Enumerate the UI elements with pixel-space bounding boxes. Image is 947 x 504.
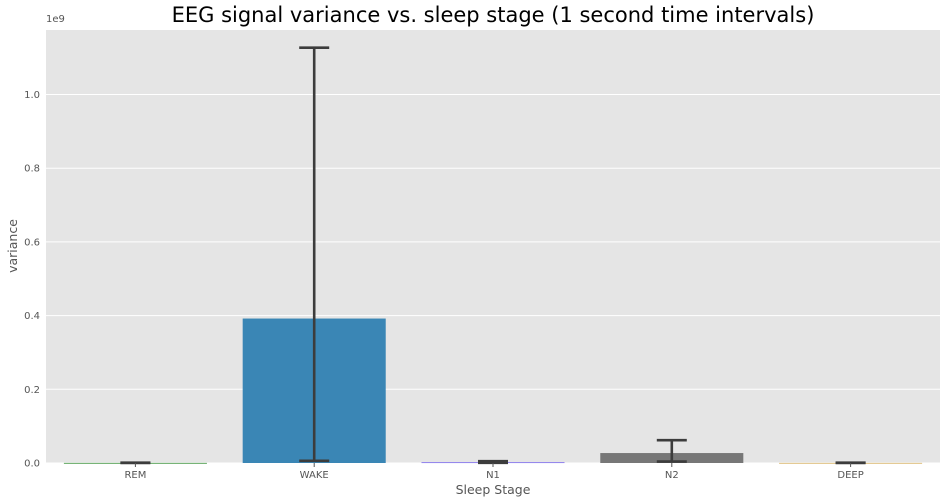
y-tick-label: 0.4 — [24, 311, 40, 322]
y-tick-label: 0.0 — [24, 459, 40, 470]
error-bars — [120, 46, 866, 465]
y-tick-label: 0.6 — [24, 237, 40, 248]
plot-area — [46, 30, 940, 463]
x-tick-label: N2 — [665, 470, 679, 481]
y-offset-label: 1e9 — [46, 14, 65, 25]
x-tick-label: REM — [124, 470, 146, 481]
x-tick-label: DEEP — [837, 470, 863, 481]
y-tick-label: 0.8 — [24, 164, 40, 175]
y-tick-label: 0.2 — [24, 385, 40, 396]
x-tick-label: WAKE — [300, 470, 329, 481]
y-tick-labels: 0.0 0.2 0.4 0.6 0.8 1.0 — [24, 90, 40, 470]
x-tick-labels: REM WAKE N1 N2 DEEP — [124, 463, 864, 481]
chart-title: EEG signal variance vs. sleep stage (1 s… — [172, 3, 815, 27]
x-axis-label: Sleep Stage — [456, 482, 531, 497]
y-axis-label: variance — [5, 219, 20, 273]
x-tick-label: N1 — [486, 470, 500, 481]
y-tick-label: 1.0 — [24, 90, 40, 101]
